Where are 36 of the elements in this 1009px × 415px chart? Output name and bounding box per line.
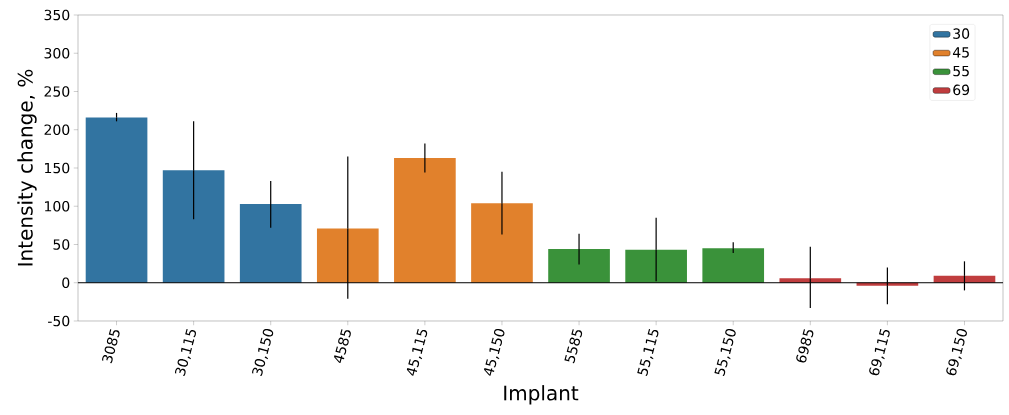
x-tick-label: 6985 [796, 329, 814, 363]
legend-label: 45 [952, 47, 969, 58]
legend-label: 30 [953, 28, 970, 39]
x-tick-label: 3085 [102, 329, 120, 364]
y-tick-label: 200 [44, 124, 70, 136]
x-tick-label: 69,115 [869, 329, 890, 376]
x-tick-label: 45,150 [484, 329, 505, 376]
bar [239, 203, 302, 283]
y-tick-label: 250 [44, 86, 70, 97]
x-tick-label: 55,115 [637, 329, 659, 376]
y-tick-label: 350 [44, 9, 70, 21]
bar [394, 158, 456, 283]
bar [471, 203, 533, 283]
bar [316, 228, 379, 283]
bar [162, 170, 225, 283]
y-axis-title: Intensity change, % [17, 69, 37, 266]
y-tick-label: -50 [48, 315, 70, 327]
y-tick-label: 0 [62, 277, 70, 289]
x-tick-label: 69,150 [946, 329, 967, 376]
x-tick-label: 30,150 [252, 329, 274, 376]
bar [85, 117, 148, 283]
x-tick-label: 5585 [564, 329, 583, 364]
y-tick-label: 50 [53, 239, 70, 250]
x-tick-label: 4585 [334, 329, 351, 364]
bar [856, 282, 919, 286]
x-tick-label: 55,150 [714, 329, 736, 376]
y-tick-label: 100 [45, 200, 70, 212]
legend-label: 55 [953, 65, 969, 77]
bar [548, 249, 610, 283]
x-axis-title: Implant [504, 385, 579, 405]
x-tick-label: 45,115 [406, 329, 428, 376]
x-tick-label: 30,115 [175, 329, 197, 376]
bar [702, 248, 765, 283]
y-tick-label: 300 [44, 47, 70, 59]
y-tick-label: 150 [45, 162, 70, 174]
legend-label: 69 [953, 84, 970, 96]
